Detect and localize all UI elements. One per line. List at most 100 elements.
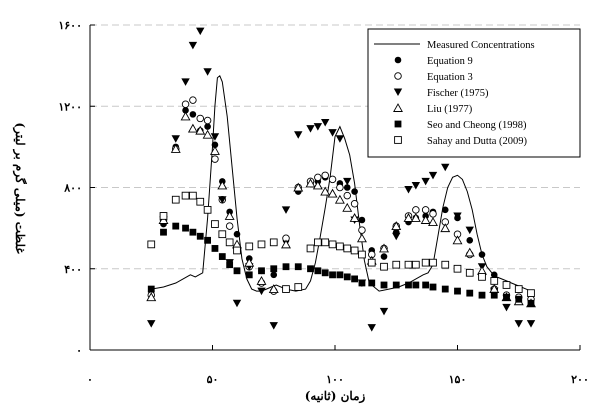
data-point bbox=[196, 197, 205, 206]
data-point bbox=[160, 228, 167, 236]
data-point bbox=[218, 196, 227, 204]
data-point bbox=[421, 177, 430, 186]
legend-label: Fischer (1975) bbox=[427, 88, 489, 99]
data-point bbox=[147, 285, 155, 293]
data-point bbox=[328, 129, 337, 137]
data-point bbox=[189, 96, 197, 104]
data-point bbox=[526, 320, 536, 328]
data-point bbox=[313, 123, 323, 131]
data-point bbox=[233, 246, 241, 255]
data-point bbox=[441, 260, 450, 269]
data-point bbox=[478, 251, 486, 258]
data-point bbox=[343, 177, 352, 186]
data-point bbox=[314, 173, 322, 182]
data-point bbox=[412, 206, 420, 214]
data-point bbox=[358, 279, 366, 287]
x-tick-label: ۰ bbox=[87, 373, 93, 386]
data-point bbox=[224, 211, 235, 220]
data-point bbox=[196, 114, 204, 123]
data-point bbox=[329, 271, 336, 279]
data-point bbox=[225, 238, 234, 247]
data-point bbox=[171, 195, 180, 204]
legend-label: Equation 9 bbox=[427, 56, 473, 67]
data-point bbox=[281, 239, 291, 249]
data-point bbox=[358, 226, 366, 234]
data-point bbox=[195, 125, 206, 135]
ticks: ۰ ۴۰۰ ۸۰۰ ۱۲۰۰ ۱۶۰۰ ۰ ۵۰ ۱۰۰ ۱۵۰ ۲۰۰ bbox=[58, 19, 589, 386]
data-point bbox=[258, 267, 265, 275]
data-point bbox=[351, 188, 358, 195]
data-point bbox=[527, 289, 535, 297]
data-point bbox=[232, 299, 242, 308]
data-point bbox=[502, 303, 511, 312]
data-point bbox=[351, 275, 358, 283]
legend-symbol bbox=[394, 72, 402, 80]
data-point bbox=[392, 232, 401, 241]
data-point bbox=[203, 116, 212, 125]
data-point bbox=[196, 27, 205, 36]
data-point bbox=[306, 125, 315, 133]
y-tick-label: ۸۰۰ bbox=[63, 182, 82, 195]
data-point bbox=[465, 268, 474, 277]
data-point bbox=[225, 222, 234, 230]
data-point bbox=[343, 273, 351, 281]
data-point bbox=[429, 210, 437, 218]
y-axis-label: (غلظت (میلی گرم بر لیتر bbox=[12, 122, 28, 254]
data-point bbox=[349, 213, 360, 222]
data-point bbox=[412, 260, 420, 269]
data-point bbox=[181, 78, 190, 86]
data-point bbox=[421, 206, 430, 214]
data-point bbox=[203, 68, 212, 76]
data-point bbox=[379, 307, 389, 316]
data-point bbox=[294, 283, 303, 291]
legend-label: Equation 3 bbox=[427, 72, 473, 83]
data-point bbox=[204, 236, 211, 244]
data-point bbox=[170, 143, 181, 153]
data-point bbox=[233, 267, 241, 275]
data-point bbox=[196, 232, 204, 240]
data-point bbox=[147, 240, 156, 249]
data-point bbox=[350, 199, 359, 208]
data-point bbox=[159, 212, 168, 220]
data-point bbox=[211, 245, 219, 252]
legend: Measured Concentrations Equation 9 Equatio… bbox=[367, 28, 581, 158]
data-point bbox=[490, 291, 498, 299]
data-point bbox=[334, 194, 345, 204]
data-point bbox=[514, 320, 523, 328]
data-point bbox=[428, 171, 438, 180]
y-tick-label: ۴۰۰ bbox=[64, 263, 82, 276]
data-point bbox=[182, 107, 189, 114]
data-point bbox=[180, 111, 191, 121]
data-point bbox=[336, 183, 344, 192]
data-point bbox=[392, 260, 401, 269]
data-point bbox=[490, 271, 498, 279]
data-point bbox=[367, 258, 376, 267]
data-point bbox=[380, 253, 388, 260]
data-point bbox=[441, 163, 450, 172]
data-point bbox=[147, 320, 156, 328]
legend-label: Measured Concentrations bbox=[427, 40, 535, 51]
legend-symbol bbox=[394, 136, 402, 144]
data-point bbox=[321, 119, 330, 127]
data-point bbox=[404, 260, 413, 269]
data-point bbox=[321, 171, 329, 180]
x-axis-label: زمان (ثانیه) bbox=[305, 389, 366, 404]
x-tick-label: ۱۰۰ bbox=[326, 373, 344, 386]
data-point bbox=[527, 299, 535, 307]
data-point bbox=[305, 178, 316, 188]
data-point bbox=[189, 191, 197, 200]
legend-symbol bbox=[393, 88, 403, 96]
legend-symbol bbox=[394, 56, 402, 64]
series-fischer-1975 bbox=[147, 27, 536, 332]
data-point bbox=[367, 324, 376, 332]
data-point bbox=[441, 285, 449, 293]
data-point bbox=[441, 206, 449, 214]
y-tick-label: ۱۶۰۰ bbox=[58, 19, 82, 32]
data-point bbox=[412, 281, 420, 289]
data-point bbox=[429, 258, 437, 267]
data-point bbox=[320, 186, 331, 196]
data-point bbox=[336, 271, 344, 279]
y-tick-label: ۰ bbox=[76, 344, 82, 357]
data-point bbox=[453, 212, 462, 220]
